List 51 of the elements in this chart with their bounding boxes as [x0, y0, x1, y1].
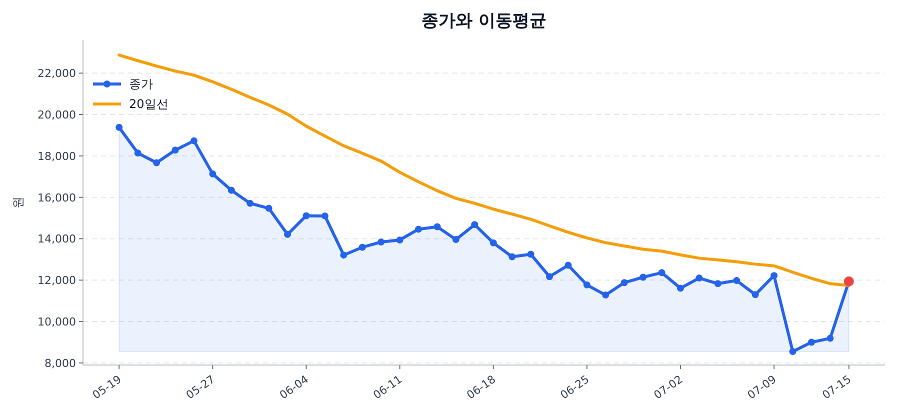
point — [826, 334, 834, 342]
point — [640, 274, 647, 281]
point — [321, 212, 328, 220]
point — [546, 273, 553, 280]
point — [452, 236, 460, 244]
point — [696, 274, 703, 282]
point — [340, 252, 348, 259]
y-tick-label: 22,000 — [38, 67, 76, 80]
y-tick-label: 10,000 — [38, 316, 76, 329]
point — [508, 253, 516, 260]
y-tick-label: 16,000 — [38, 191, 76, 204]
point — [265, 204, 272, 212]
point — [302, 212, 310, 220]
point — [714, 280, 722, 288]
legend-label: 20일선 — [129, 97, 168, 111]
point — [228, 186, 235, 194]
y-axis-title: 원 — [11, 196, 25, 208]
chart-title: 종가와 이동평균 — [422, 11, 546, 31]
point — [396, 236, 404, 244]
point — [808, 338, 815, 346]
y-tick-label: 18,000 — [38, 150, 76, 163]
point — [134, 150, 142, 157]
y-tick-label: 8,000 — [44, 356, 76, 370]
point — [246, 200, 254, 207]
point — [658, 269, 666, 276]
point — [789, 348, 796, 356]
point — [620, 279, 628, 286]
point — [153, 159, 160, 166]
point — [434, 223, 441, 230]
point — [602, 292, 610, 299]
point — [583, 281, 590, 288]
point — [752, 291, 759, 298]
point — [676, 284, 684, 292]
y-tick-label: 12,000 — [38, 274, 76, 288]
point — [770, 272, 778, 280]
point — [471, 221, 478, 228]
legend-label: 종가 — [129, 77, 153, 91]
point — [378, 238, 385, 246]
point — [358, 244, 366, 251]
point — [172, 146, 179, 154]
point — [527, 250, 534, 258]
point — [490, 239, 497, 246]
point — [284, 230, 292, 238]
y-tick-label: 20,000 — [38, 108, 76, 122]
point — [116, 124, 123, 131]
point — [564, 262, 572, 269]
point — [415, 226, 422, 233]
point — [733, 277, 740, 284]
point — [209, 170, 216, 178]
y-tick-label: 14,000 — [38, 232, 76, 246]
point — [190, 137, 198, 144]
